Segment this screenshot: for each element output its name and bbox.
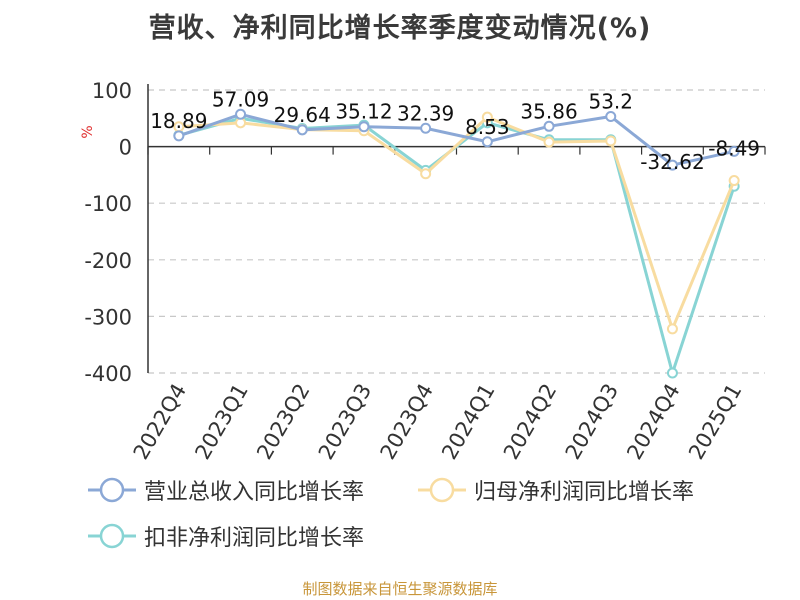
data-label: 35.86 <box>520 99 577 123</box>
data-label: 32.39 <box>397 101 454 125</box>
data-label: 53.2 <box>588 89 633 113</box>
x-tick-label: 2023Q2 <box>252 380 314 464</box>
data-point <box>666 159 678 171</box>
data-point <box>420 168 432 180</box>
data-label: 8.53 <box>465 115 510 139</box>
y-tick-label: 100 <box>92 79 132 103</box>
data-label: 57.09 <box>212 87 269 111</box>
x-tick-label: 2024Q2 <box>499 380 561 464</box>
data-point <box>666 367 678 379</box>
legend-label: 归母净利润同比增长率 <box>474 480 695 505</box>
data-point <box>173 130 185 142</box>
x-tick-label: 2023Q1 <box>190 380 252 464</box>
x-tick-label: 2023Q3 <box>314 380 376 464</box>
data-label: 35.12 <box>335 100 392 124</box>
x-tick-label: 2024Q4 <box>622 380 684 464</box>
y-tick-label: -400 <box>84 362 132 386</box>
y-tick-label: 0 <box>119 136 132 160</box>
chart-title: 营收、净利同比增长率季度变动情况(%) <box>148 13 652 44</box>
data-point <box>728 145 740 157</box>
x-tick-label: 2024Q3 <box>561 380 623 464</box>
data-point <box>666 323 678 335</box>
data-point <box>358 121 370 133</box>
data-point <box>420 122 432 134</box>
data-point <box>605 135 617 147</box>
legend-swatch-icon <box>418 477 466 503</box>
y-axis-label: % <box>80 125 96 138</box>
x-tick-label: 2025Q1 <box>684 380 746 464</box>
data-point <box>543 120 555 132</box>
source-note: 制图数据来自恒生聚源数据库 <box>302 580 498 598</box>
legend-swatch-icon <box>88 523 136 549</box>
data-point <box>543 136 555 148</box>
data-label: 29.64 <box>274 103 331 127</box>
data-point <box>481 136 493 148</box>
legend-swatch-icon <box>88 477 136 503</box>
grid-lines <box>148 89 765 374</box>
data-label: -32.62 <box>640 150 704 174</box>
series-lines <box>173 108 740 379</box>
data-label: -8.49 <box>708 136 760 160</box>
legend-label: 扣非净利润同比增长率 <box>144 526 365 551</box>
y-tick-label: -300 <box>84 305 132 329</box>
x-tick-label: 2022Q4 <box>129 380 191 464</box>
data-point <box>296 124 308 136</box>
data-point <box>235 108 247 120</box>
legend-item[interactable]: 营业总收入同比增长率 <box>88 474 364 506</box>
legend-item[interactable]: 归母净利润同比增长率 <box>418 474 694 506</box>
data-point <box>605 110 617 122</box>
data-point <box>481 111 493 123</box>
series-line <box>178 115 736 331</box>
data-label: 18.89 <box>150 109 207 133</box>
series-line <box>178 112 735 167</box>
legend-item[interactable]: 扣非净利润同比增长率 <box>88 520 364 552</box>
y-tick-label: -100 <box>84 192 132 216</box>
x-tick-label: 2023Q4 <box>376 380 438 464</box>
x-tick-label: 2024Q1 <box>437 379 499 463</box>
legend-label: 营业总收入同比增长率 <box>144 480 365 505</box>
data-point <box>728 175 740 187</box>
y-tick-label: -200 <box>84 249 132 273</box>
